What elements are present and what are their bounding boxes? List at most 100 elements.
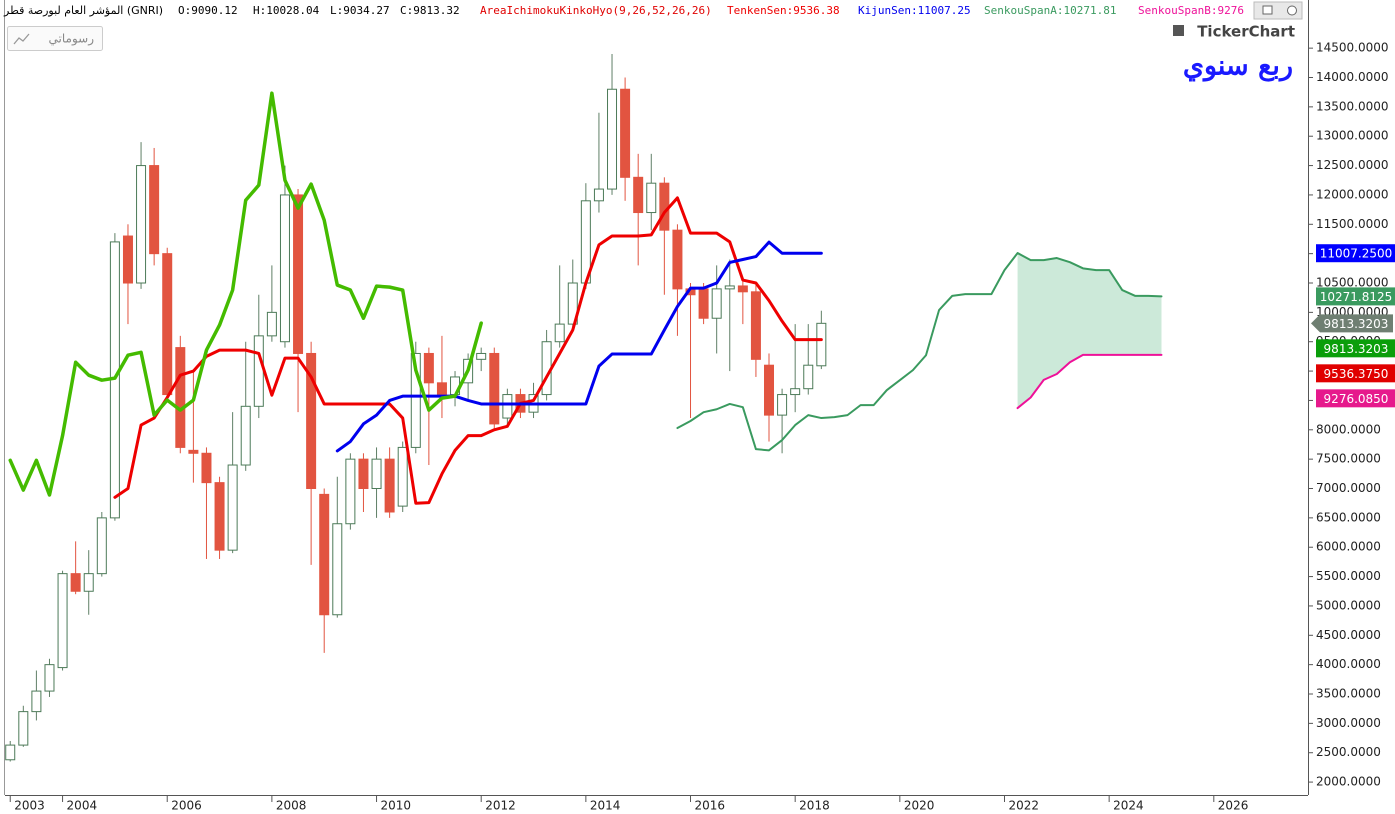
candle-body — [240, 405, 251, 466]
ohlc-value: O:9090.12 — [178, 4, 238, 17]
y-tick-label: 6500.0000 — [1316, 510, 1381, 524]
logo: TickerChart — [1197, 23, 1295, 41]
x-tick-label: 2012 — [485, 799, 516, 813]
candle-body — [253, 335, 264, 407]
price-tag-label: 9536.3750 — [1324, 367, 1389, 381]
candle-body — [57, 573, 68, 669]
candle-body — [711, 288, 722, 319]
header: المؤشر العام لبورصة قطر (GNRI) O:9090.12 H… — [3, 4, 1244, 17]
x-tick-label: 2026 — [1218, 799, 1249, 813]
drawings-button[interactable]: رسوماتي — [7, 26, 103, 51]
candle-body — [358, 458, 369, 490]
maximize-button[interactable] — [1262, 5, 1273, 15]
y-tick-label: 13000.0000 — [1316, 129, 1389, 143]
x-tick-label: 2022 — [1008, 799, 1039, 813]
y-tick-label: 3000.0000 — [1316, 716, 1381, 730]
legend-entry: SenkouSpanA:10271.81 — [984, 4, 1116, 17]
candle-body — [698, 288, 709, 319]
price-tag — [1316, 339, 1395, 358]
candle-body — [816, 322, 827, 367]
candle-body — [436, 382, 447, 396]
price-tag-label: 9813.3203 — [1324, 342, 1389, 356]
candle-body — [646, 182, 657, 214]
x-tick-label: 2003 — [14, 799, 45, 813]
indicator-line — [1016, 353, 1163, 410]
button-frame[interactable] — [7, 26, 103, 51]
y-tick-label: 13500.0000 — [1316, 99, 1389, 113]
candle-body — [371, 458, 382, 490]
candle-body — [136, 165, 147, 284]
candle-body — [18, 711, 29, 746]
candle-body — [31, 690, 42, 713]
candle-body — [332, 523, 343, 616]
indicator-label: AreaIchimokuKinkoHyo(9,26,52,26,26) — [480, 4, 712, 17]
candle-body — [620, 88, 631, 178]
indicator-line — [113, 196, 823, 505]
button-icon — [13, 33, 30, 45]
candle-body — [803, 364, 814, 390]
x-tick-label: 2014 — [590, 799, 621, 813]
settings-button[interactable] — [1287, 5, 1297, 16]
candle-body — [384, 458, 395, 513]
candle-body — [489, 352, 500, 425]
price-tag-label: 9813.3203 — [1324, 317, 1389, 331]
x-tick-label: 2008 — [276, 799, 307, 813]
instrument-title: المؤشر العام لبورصة قطر (GNRI) — [3, 4, 163, 17]
price-tag — [1316, 389, 1395, 408]
x-tick-label: 2020 — [904, 799, 935, 813]
y-tick-label: 6000.0000 — [1316, 540, 1381, 554]
candle-body — [70, 573, 81, 592]
candle-body — [541, 341, 552, 396]
y-tick-label: 7000.0000 — [1316, 481, 1381, 495]
price-tag-label: 11007.2500 — [1320, 247, 1393, 261]
price-tag-label: 10271.8125 — [1320, 290, 1393, 304]
x-tick-label: 2018 — [799, 799, 830, 813]
candle-body — [306, 352, 317, 490]
candle-body — [659, 182, 670, 231]
candle-body — [633, 176, 644, 214]
indicator-line — [676, 252, 1163, 452]
candle-body — [397, 446, 408, 507]
candle-body — [188, 449, 199, 454]
candle-body — [502, 394, 513, 419]
candle-body — [83, 573, 94, 592]
legend-entry: KijunSen:11007.25 — [858, 4, 971, 17]
candle-body — [750, 291, 761, 360]
indicator-line — [335, 240, 823, 453]
button-label[interactable]: رسوماتي — [49, 32, 95, 47]
candle-body — [593, 188, 604, 202]
window-buttons — [1253, 1, 1303, 20]
candle-body — [175, 347, 186, 448]
legend-entry: TenkenSen:9536.38 — [727, 4, 840, 17]
y-tick-label: 10500.0000 — [1316, 276, 1389, 290]
logo-icon — [1173, 25, 1184, 36]
y-tick-label: 5500.0000 — [1316, 569, 1381, 583]
candle-body — [162, 253, 173, 396]
candle-body — [423, 352, 434, 384]
indicator-line — [8, 91, 483, 497]
y-tick-label: 4500.0000 — [1316, 628, 1381, 642]
candle-body — [122, 235, 133, 284]
y-tick-label: 12500.0000 — [1316, 158, 1389, 172]
y-tick-label: 4000.0000 — [1316, 657, 1381, 671]
x-tick-label: 2010 — [381, 799, 412, 813]
candle-body — [790, 388, 801, 396]
candle-body — [567, 282, 578, 325]
candle-body — [293, 194, 304, 354]
price-tag — [1311, 314, 1393, 333]
y-tick-label: 14500.0000 — [1316, 41, 1389, 55]
ohlc-value: L:9034.27 — [330, 4, 390, 17]
price-tag-label: 9276.0850 — [1324, 392, 1389, 406]
candle-body — [345, 458, 356, 525]
candle-body — [201, 452, 212, 484]
ohlc-value: H:10028.04 — [253, 4, 320, 17]
y-tick-label: 14000.0000 — [1316, 70, 1389, 84]
y-tick-label: 11500.0000 — [1316, 217, 1389, 231]
candle-body — [410, 352, 421, 448]
y-tick-label: 12000.0000 — [1316, 187, 1389, 201]
candle-body — [96, 517, 107, 575]
plot-area — [5, 54, 1163, 762]
candle-body — [764, 364, 775, 416]
candle-body — [227, 464, 238, 551]
candle-body — [5, 744, 16, 761]
